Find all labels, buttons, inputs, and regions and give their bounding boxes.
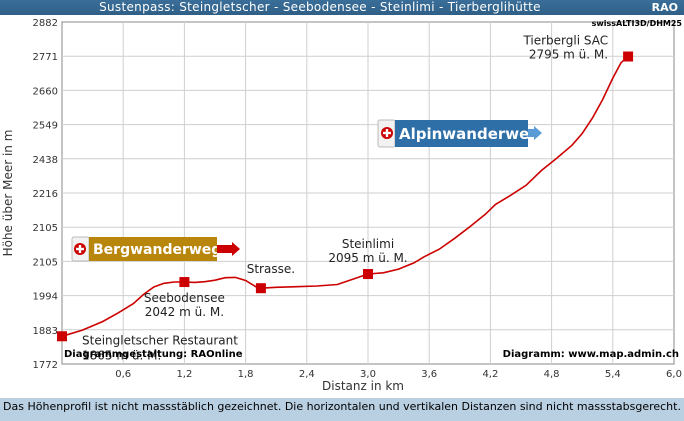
- bergwanderweg-arrow: [217, 242, 240, 256]
- y-tick-label: 2549: [33, 121, 58, 132]
- elevation-profile-line: [61, 55, 629, 338]
- alpinwanderweg-label: Alpinwanderweg: [399, 125, 540, 143]
- waypoint-marker: [255, 283, 266, 294]
- y-tick-label: 2882: [33, 18, 58, 29]
- design-credit: Diagrammgestaltung: RAOnline: [64, 349, 243, 360]
- y-axis-label: Höhe über Meer in m: [1, 130, 15, 257]
- waypoint-elevation: 2795 m ü. M.: [529, 48, 608, 62]
- waypoint-elevation: 2042 m ü. M.: [145, 305, 224, 319]
- waypoint-marker: [179, 277, 190, 288]
- alpinwanderweg-badge: Alpinwanderweg: [377, 119, 542, 148]
- chart-credit: Diagramm: www.map.admin.ch: [503, 349, 679, 360]
- bergwanderweg-label-bg: [89, 237, 217, 261]
- axis-tick-labels: 1772 1883 1994 2105 2105 2216 2438 2549 2660 2771…: [33, 18, 682, 380]
- y-tick-label: 2105: [33, 257, 58, 268]
- profile-lines: [61, 55, 629, 338]
- y-tick-label: 2771: [33, 52, 58, 63]
- bergwanderweg-badge: Bergwanderweg: [71, 236, 240, 262]
- x-tick-label: 4,8: [544, 369, 560, 380]
- title-bar: Sustenpass: Steingletscher - Seebodensee…: [0, 0, 684, 15]
- alpinwanderweg-arrow: [528, 126, 542, 140]
- y-tick-label: 1994: [33, 292, 58, 303]
- waypoint-marker: [57, 331, 67, 342]
- rao-tag: RAO: [651, 1, 678, 14]
- waypoint-label: Strasse.: [247, 262, 295, 276]
- y-tick-label: 2438: [33, 155, 58, 166]
- y-tick-label: 1883: [33, 326, 58, 337]
- waypoint-label: Steinlimi: [342, 237, 394, 251]
- footer-note: Das Höhenprofil ist nicht massstäblich g…: [0, 398, 684, 421]
- waypoint-marker: [363, 269, 373, 280]
- waypoint-elevation: 2095 m ü. M.: [328, 251, 407, 265]
- waypoint-label: Seebodensee: [144, 291, 225, 305]
- x-tick-label: 6,0: [666, 369, 682, 380]
- x-tick-label: 3,6: [421, 369, 437, 380]
- x-tick-label: 4,2: [482, 369, 498, 380]
- y-tick-label: 2216: [33, 189, 58, 200]
- alpinwanderweg-label-bg: [395, 120, 528, 147]
- waypoint-marker: [623, 51, 634, 62]
- source-annotation: swissALTI3D/DHM25: [592, 19, 683, 28]
- waypoint-label: Steingletscher Restaurant: [82, 333, 238, 347]
- y-tick-label: 2105: [33, 223, 58, 234]
- x-tick-label: 5,4: [605, 369, 621, 380]
- y-tick-label: 2660: [33, 86, 58, 97]
- y-tick-label: 1772: [33, 360, 58, 371]
- bergwanderweg-label: Bergwanderweg: [93, 242, 221, 258]
- waypoint-elevation: 1865 m ü. M.: [82, 348, 161, 362]
- elevation-chart: 1772 1883 1994 2105 2105 2216 2438 2549 2660 2771…: [0, 15, 684, 398]
- x-tick-label: 3,0: [360, 369, 376, 380]
- x-tick-label: 0,6: [115, 369, 131, 380]
- x-tick-label: 1,8: [238, 369, 254, 380]
- x-axis-label: Distanz in km: [322, 379, 404, 393]
- x-tick-label: 2,4: [299, 369, 315, 380]
- waypoint-markers: [57, 51, 634, 342]
- x-tick-label: 1,2: [176, 369, 192, 380]
- waypoint-label: Tierbergli SAC: [522, 34, 608, 48]
- chart-title: Sustenpass: Steingletscher - Seebodensee…: [99, 0, 541, 14]
